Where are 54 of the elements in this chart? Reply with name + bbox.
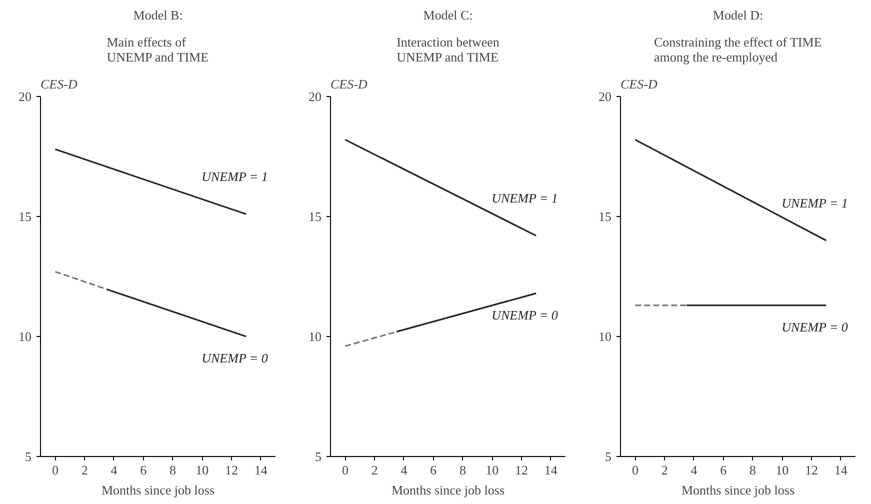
series-label: UNEMP = 1 (492, 190, 558, 206)
x-tick-label: 10 (776, 462, 789, 478)
x-tick-label: 0 (52, 462, 58, 478)
y-tick-label: 15 (18, 209, 32, 224)
x-tick-label: 2 (661, 462, 668, 478)
y-tick-label: 10 (308, 329, 322, 344)
x-tick-label: 4 (400, 462, 408, 478)
x-tick-label: 0 (342, 462, 348, 478)
x-tick-label: 14 (544, 462, 558, 478)
series-label: UNEMP = 0 (492, 307, 558, 322)
y-tick-label: 15 (598, 209, 612, 224)
x-axis-title: Months since job loss (101, 482, 215, 498)
y-tick-label: 15 (308, 209, 322, 224)
x-tick-label: 12 (514, 462, 528, 478)
x-tick-label: 10 (196, 462, 209, 478)
chart-title: Model C: (423, 8, 473, 22)
y-tick-label: 5 (315, 449, 322, 464)
x-axis-title: Months since job loss (681, 482, 795, 498)
series-label: UNEMP = 0 (202, 350, 268, 366)
y-tick-label: 20 (308, 89, 322, 104)
x-tick-label: 10 (486, 462, 499, 478)
x-tick-label: 8 (459, 462, 466, 478)
x-tick-label: 12 (804, 462, 818, 478)
x-tick-label: 14 (254, 462, 268, 478)
x-tick-label: 4 (690, 462, 698, 478)
y-tick-label: 10 (598, 329, 612, 344)
y-tick-label: 20 (18, 89, 32, 104)
x-tick-label: 8 (749, 462, 756, 478)
y-axis-title: CES-D (620, 76, 658, 92)
chart-title: Model B: (133, 8, 183, 22)
y-tick-label: 10 (18, 329, 32, 344)
x-tick-label: 6 (140, 462, 148, 478)
x-tick-label: 12 (224, 462, 238, 478)
series-label: UNEMP = 1 (202, 169, 268, 184)
chart-subtitle: Main effects of UNEMP and TIME (106, 34, 209, 64)
x-tick-label: 6 (720, 462, 728, 478)
y-axis-title: CES-D (40, 76, 78, 92)
x-tick-label: 4 (110, 462, 118, 478)
y-tick-label: 5 (605, 449, 612, 464)
chart-title: Model D: (712, 8, 764, 22)
x-tick-label: 2 (81, 462, 88, 478)
x-tick-label: 2 (371, 462, 378, 478)
y-axis-title: CES-D (330, 76, 368, 92)
y-tick-label: 20 (598, 89, 612, 104)
y-tick-label: 5 (25, 449, 32, 464)
x-tick-label: 0 (632, 462, 638, 478)
x-tick-label: 6 (430, 462, 438, 478)
chart-subtitle: Interaction between UNEMP and TIME (396, 34, 500, 64)
series-label: UNEMP = 0 (782, 319, 848, 334)
x-tick-label: 8 (169, 462, 176, 478)
x-axis-title: Months since job loss (391, 482, 505, 498)
series-label: UNEMP = 1 (782, 196, 848, 210)
chart-subtitle: Constraining the effect of TIME among the re-employed (654, 34, 822, 64)
x-tick-label: 14 (834, 462, 848, 478)
